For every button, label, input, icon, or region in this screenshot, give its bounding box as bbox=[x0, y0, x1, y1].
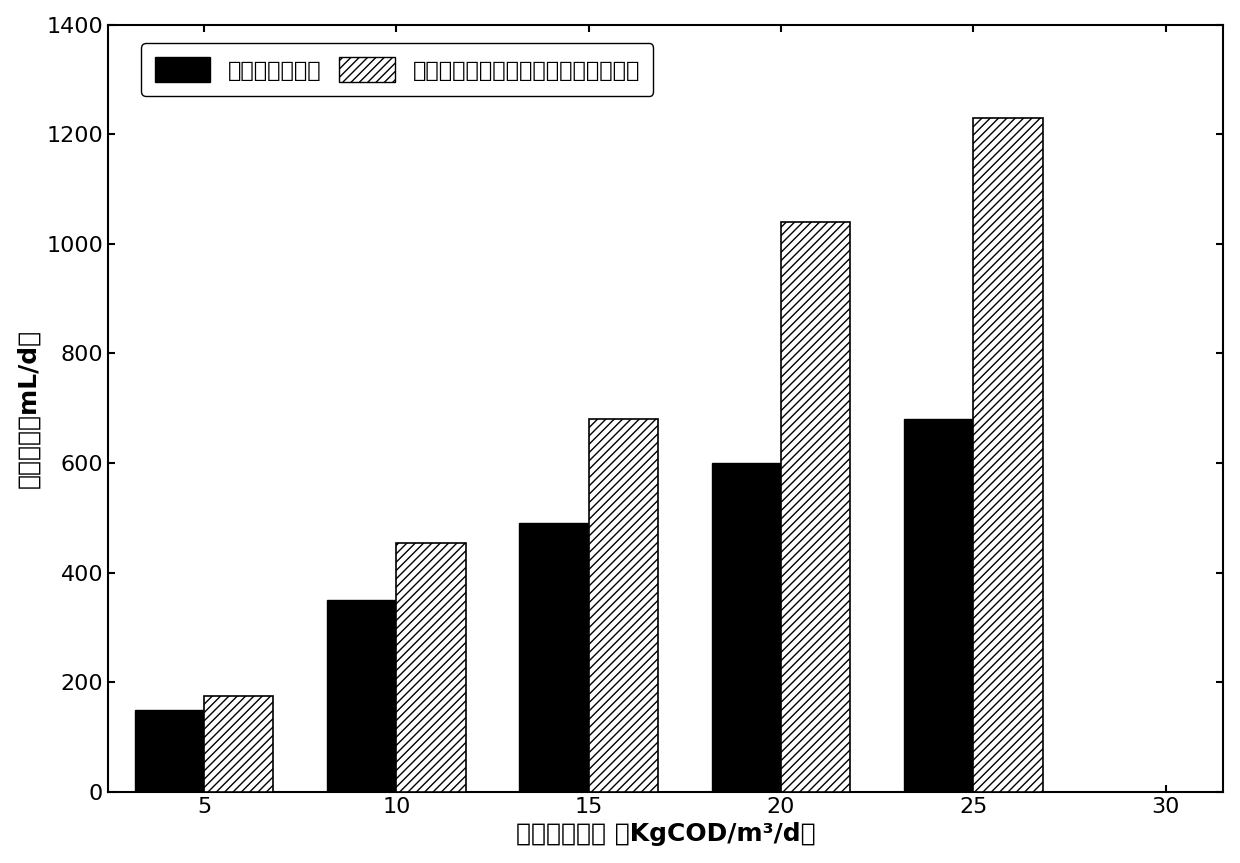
Y-axis label: 甲烷产率（mL/d）: 甲烷产率（mL/d） bbox=[16, 329, 41, 488]
X-axis label: 进水有机负荷 （KgCOD/m³/d）: 进水有机负荷 （KgCOD/m³/d） bbox=[516, 822, 816, 847]
Bar bbox=[397, 543, 466, 792]
Bar bbox=[904, 419, 973, 792]
Bar bbox=[520, 523, 589, 792]
Bar bbox=[781, 222, 851, 792]
Bar bbox=[973, 118, 1043, 792]
Bar bbox=[205, 696, 273, 792]
Bar bbox=[589, 419, 658, 792]
Bar bbox=[327, 600, 397, 792]
Bar bbox=[712, 463, 781, 792]
Legend: 不投加任何材料, 酸化相投加磁铁矿，甲烷相投加活性炭: 不投加任何材料, 酸化相投加磁铁矿，甲烷相投加活性炭 bbox=[141, 43, 653, 96]
Bar bbox=[135, 709, 205, 792]
